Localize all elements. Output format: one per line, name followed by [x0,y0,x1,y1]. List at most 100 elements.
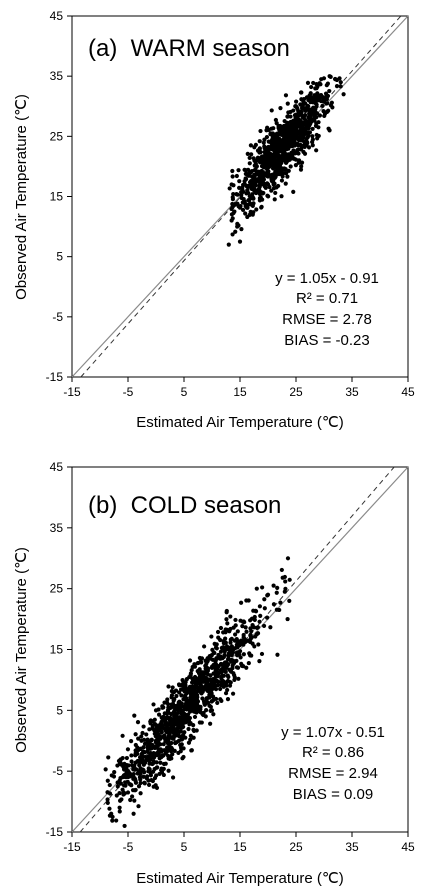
data-point-cold [136,784,142,789]
data-point-warm [262,146,267,151]
ticks-warm: -15 -5 5 15 25 35 45 -15 -5 5 15 25 35 45 [46,9,415,399]
scatter-panel-cold: -15 -5 5 15 25 35 45 -15 -5 5 15 25 35 45 (b) COLD se… [13,460,415,887]
data-point-warm [285,156,290,161]
data-point-cold [230,691,236,696]
data-point-cold [197,680,203,685]
data-point-cold [192,714,198,720]
data-point-cold [105,797,110,802]
data-point-cold [170,775,176,780]
data-point-cold [219,682,224,688]
data-point-warm [292,113,298,118]
data-point-cold [209,634,214,639]
data-point-warm [302,142,307,148]
data-point-cold [208,673,213,678]
data-point-warm [257,180,262,185]
data-point-cold [139,738,144,743]
data-point-cold [197,655,202,661]
data-point-warm [301,100,306,105]
data-point-cold [210,657,215,662]
data-point-warm [272,181,277,186]
data-point-cold [192,674,198,680]
data-point-cold [189,748,194,753]
data-point-cold [133,780,139,785]
data-point-cold [146,769,151,774]
data-point-cold [278,600,283,605]
data-point-cold [174,733,179,738]
data-point-cold [139,734,144,739]
data-point-warm [247,155,252,160]
data-point-warm [327,128,332,133]
data-point-cold [191,727,196,732]
data-point-cold [115,780,120,785]
data-point-cold [216,679,221,684]
y-tick-label-cold: 5 [56,703,63,717]
data-point-cold [227,683,233,688]
data-point-cold [110,814,115,819]
data-point-cold [176,715,181,721]
data-point-warm [314,102,319,107]
data-point-cold [194,728,199,733]
data-point-cold [178,745,184,750]
data-point-warm [313,86,318,91]
data-point-cold [178,749,183,754]
data-point-cold [121,764,126,769]
x-tick-label-warm: 25 [289,385,303,399]
data-point-cold [148,773,154,778]
data-point-cold [233,617,238,623]
data-point-warm [234,192,239,197]
data-point-warm [264,152,269,157]
data-point-warm [234,173,239,179]
data-point-cold [181,714,186,719]
data-point-cold [217,637,223,643]
data-point-cold [253,608,258,613]
data-point-cold [163,761,168,766]
data-point-cold [147,727,152,732]
x-tick-label-cold: 25 [289,840,303,854]
data-point-cold [242,620,247,625]
data-point-cold [223,691,229,696]
data-point-warm [337,76,342,81]
data-point-cold [282,574,287,580]
data-point-cold [145,774,150,779]
data-point-cold [146,778,151,783]
data-point-warm [280,167,285,172]
data-point-cold [165,740,170,745]
data-point-cold [243,639,248,644]
data-point-warm [316,98,321,103]
data-point-cold [115,763,120,768]
y-tick-label-warm: -15 [46,370,64,384]
data-point-cold [105,778,110,783]
y-axis-label-cold: Observed Air Temperature (℃) [13,547,30,753]
points-cold [103,556,292,829]
data-point-cold [244,665,249,670]
data-point-warm [262,184,267,189]
data-point-warm [278,106,283,111]
data-point-cold [171,710,176,715]
data-point-cold [105,790,110,795]
data-point-cold [165,728,170,733]
data-point-warm [274,131,280,136]
data-point-cold [222,652,227,658]
x-tick-label-cold: 45 [401,840,415,854]
data-point-warm [324,97,330,102]
data-point-cold [114,818,119,823]
data-point-cold [287,598,292,603]
data-point-warm [278,159,284,164]
data-point-warm [227,186,232,191]
scatter-panel-warm: -15 -5 5 15 25 35 45 -15 -5 5 15 25 35 45 (a) WARM se… [13,9,415,431]
data-point-cold [248,633,253,638]
data-point-warm [283,126,288,131]
data-point-cold [169,688,174,694]
y-tick-label-warm: 25 [50,129,64,143]
data-point-cold [210,694,216,699]
data-point-cold [271,583,276,588]
data-point-warm [285,101,290,106]
data-point-warm [266,194,271,199]
data-point-cold [161,766,166,771]
data-point-warm [272,150,278,155]
data-point-warm [246,184,251,189]
data-point-cold [186,718,192,723]
data-point-warm [283,181,288,186]
data-point-cold [183,735,188,740]
data-point-warm [267,184,272,190]
